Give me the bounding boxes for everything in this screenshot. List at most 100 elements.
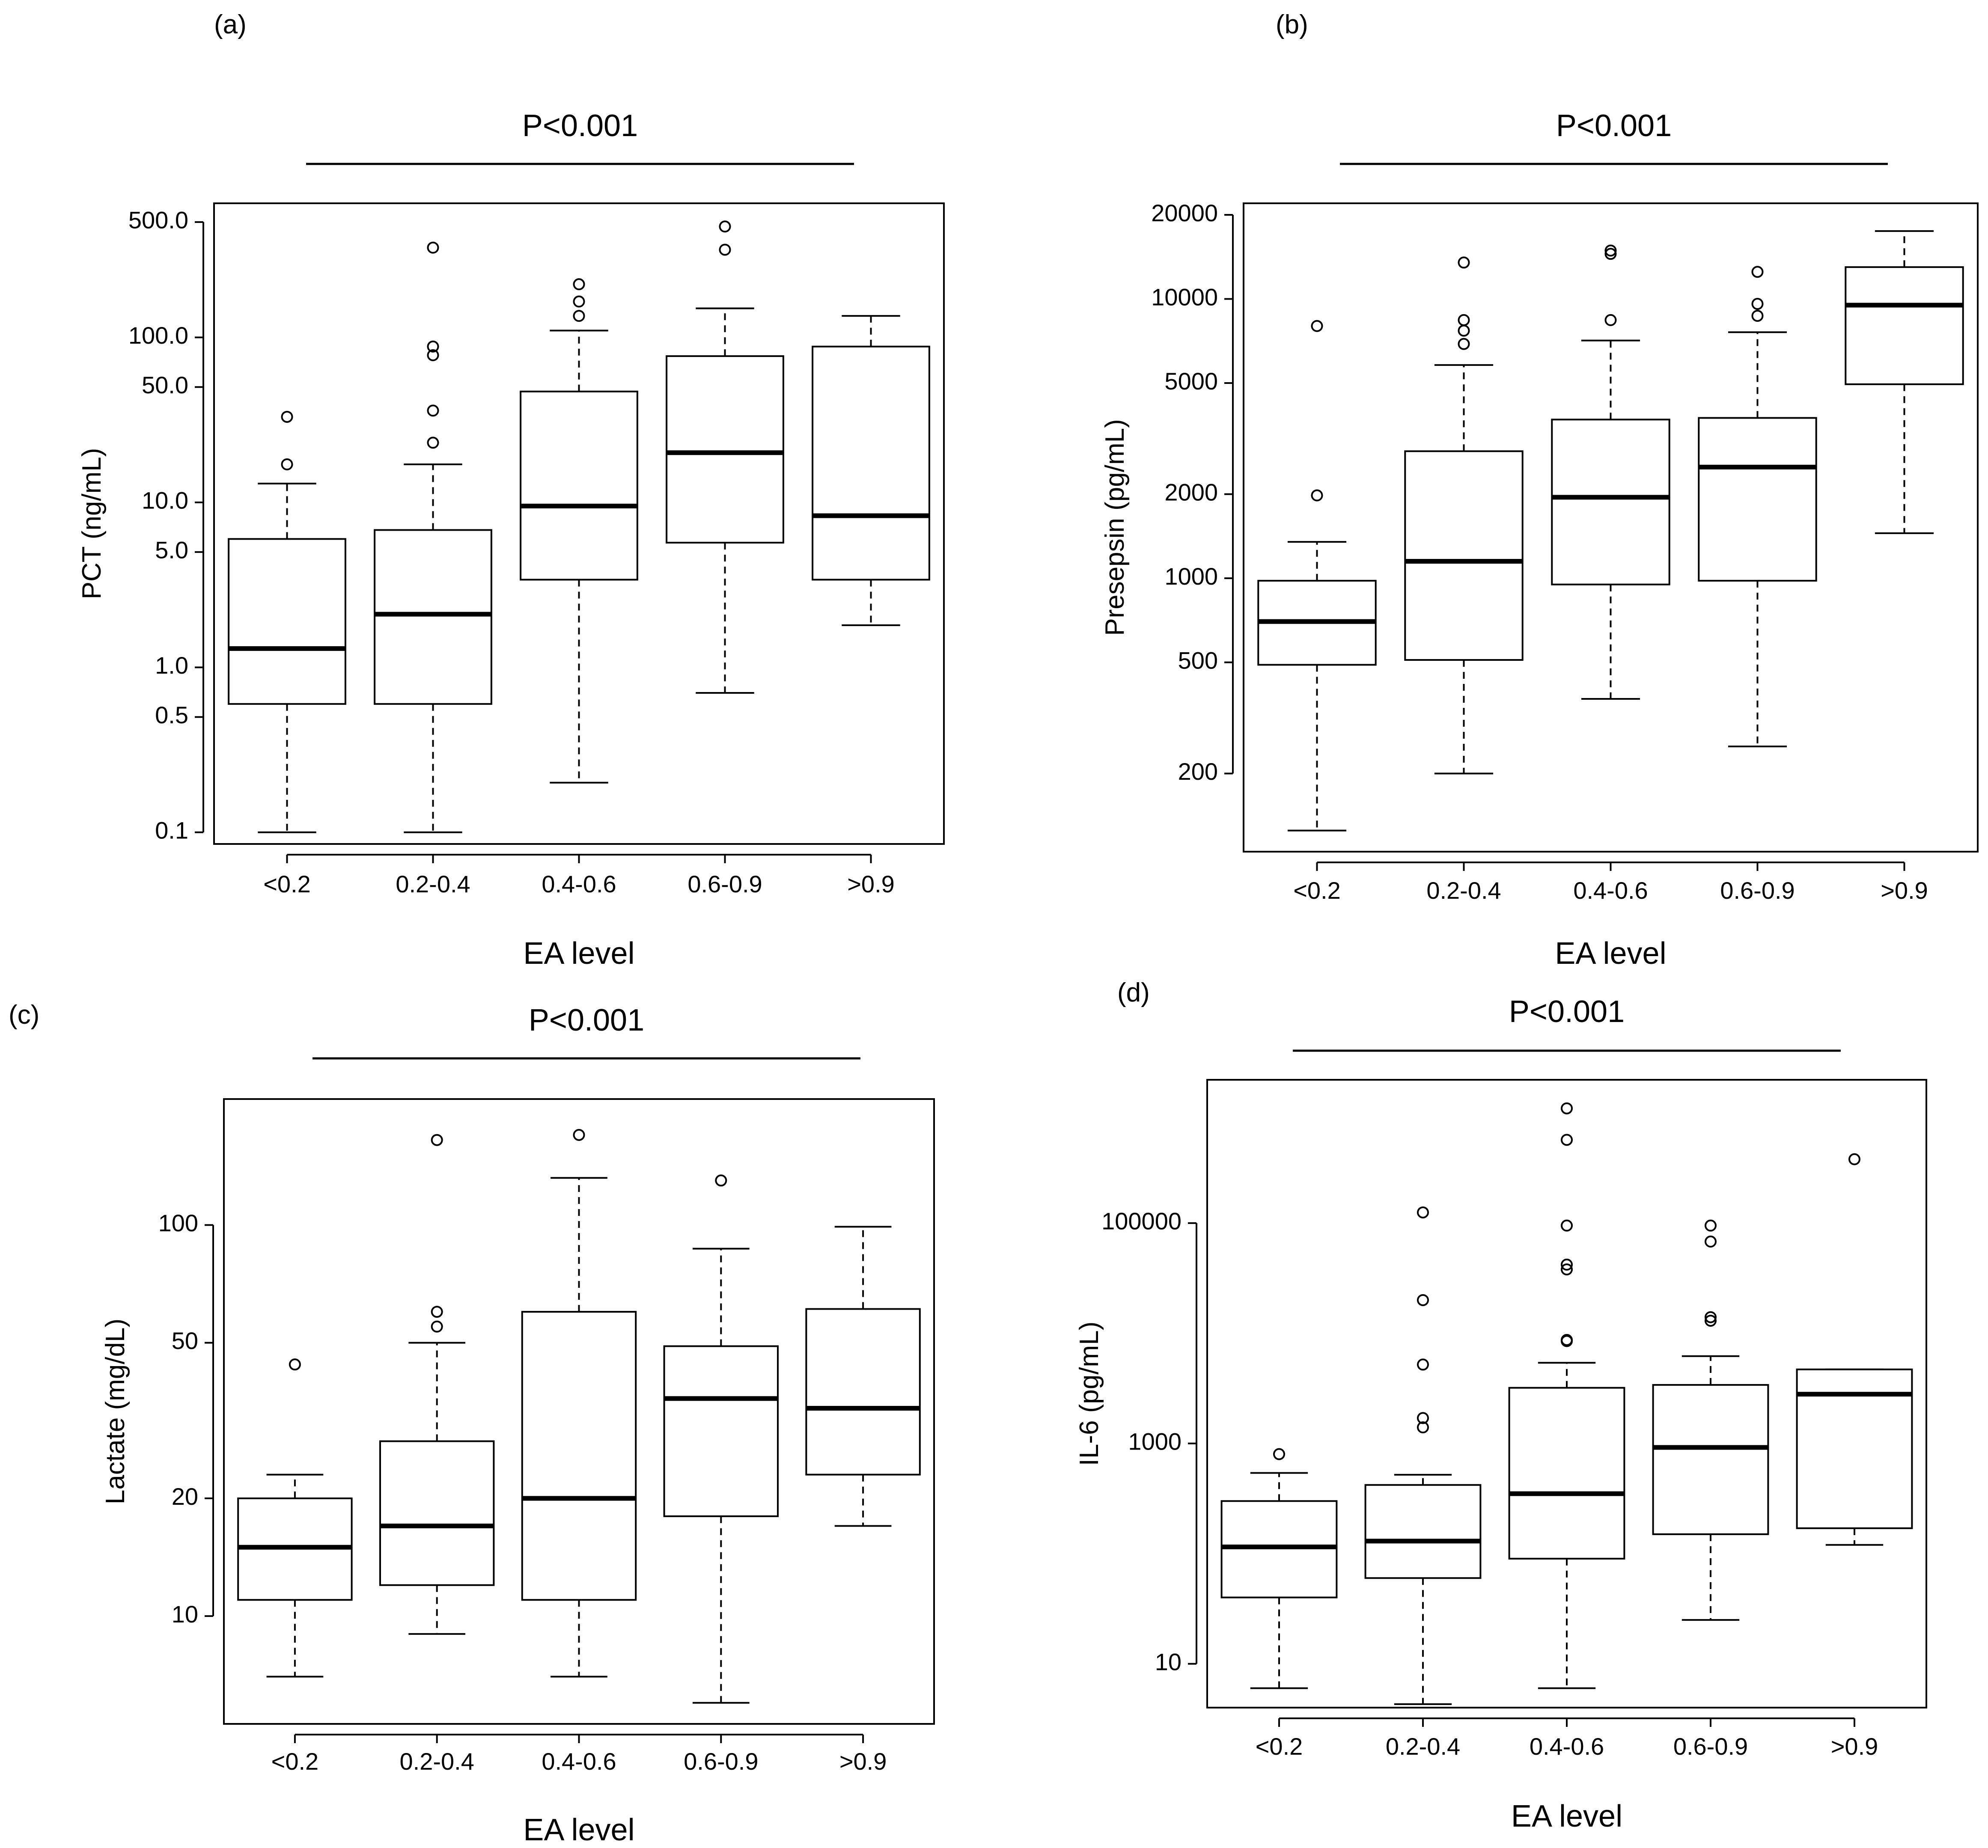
outlier-point — [719, 244, 731, 256]
y-tick-label: 2000 — [1164, 478, 1218, 505]
outlier-point — [1604, 248, 1617, 260]
x-tick-label: >0.9 — [1831, 1733, 1878, 1760]
y-tick-label: 5000 — [1164, 368, 1218, 395]
box-iqr — [805, 1308, 921, 1476]
box-3 — [663, 1174, 779, 1704]
x-tick-label: 0.4-0.6 — [1530, 1733, 1604, 1760]
outlier-point — [1561, 1134, 1573, 1146]
x-axis-title: EA level — [1555, 936, 1666, 971]
outlier-point — [1751, 298, 1764, 310]
outlier-point — [573, 310, 585, 322]
box-3 — [1698, 266, 1817, 748]
box-1 — [1404, 256, 1524, 775]
x-tick-label: 0.2-0.4 — [396, 871, 470, 897]
plot-frame — [213, 202, 945, 845]
outlier-point — [427, 437, 439, 449]
box-iqr — [1698, 417, 1817, 582]
box-iqr — [1551, 419, 1670, 585]
y-tick-label: 100 — [158, 1209, 198, 1236]
outlier-point — [1751, 309, 1764, 322]
y-tick-label: 5.0 — [155, 537, 188, 564]
x-tick-label: 0.6-0.9 — [687, 871, 762, 897]
box-4 — [1845, 230, 1964, 534]
box-4 — [805, 1226, 921, 1527]
box-2 — [520, 278, 638, 784]
outlier-point — [1705, 1314, 1717, 1327]
p-value-label: P<0.001 — [522, 109, 638, 143]
box-1 — [1364, 1206, 1482, 1705]
outlier-point — [1604, 314, 1617, 326]
y-tick-label: 0.5 — [155, 701, 188, 728]
panel-label: (a) — [214, 10, 247, 39]
p-value-label: P<0.001 — [1556, 109, 1672, 143]
x-tick-label: <0.2 — [1256, 1733, 1303, 1760]
box-iqr — [521, 1311, 637, 1601]
panel-label: (c) — [9, 1000, 39, 1030]
outlier-point — [1705, 1311, 1717, 1323]
box-iqr — [663, 1345, 779, 1517]
box-0 — [228, 410, 346, 833]
plot-frame — [223, 1098, 935, 1725]
x-tick-label: >0.9 — [839, 1748, 887, 1775]
outlier-point — [1848, 1153, 1860, 1165]
plot-frame — [1243, 202, 1979, 853]
outlier-point — [431, 1134, 443, 1146]
outlier-point — [1561, 1263, 1573, 1276]
y-tick-label: 10 — [1155, 1648, 1181, 1675]
box-1 — [379, 1134, 495, 1635]
outlier-point — [281, 458, 293, 471]
outlier-point — [1458, 256, 1470, 269]
box-iqr — [379, 1440, 495, 1586]
y-tick-label: 100000 — [1101, 1208, 1181, 1235]
box-iqr — [374, 529, 492, 705]
outlier-point — [1705, 1219, 1717, 1232]
box-iqr — [228, 538, 346, 705]
outlier-point — [1705, 1236, 1717, 1248]
outlier-point — [573, 278, 585, 291]
x-axis-title: EA level — [1511, 1799, 1622, 1833]
outlier-point — [427, 241, 439, 254]
y-tick-label: 20 — [172, 1483, 198, 1510]
box-2 — [1551, 244, 1670, 700]
x-tick-label: >0.9 — [847, 871, 895, 897]
box-2 — [521, 1129, 637, 1678]
outlier-point — [281, 410, 293, 423]
x-tick-label: 0.4-0.6 — [542, 1748, 616, 1775]
y-tick-label: 100.0 — [128, 322, 188, 349]
box-4 — [1796, 1153, 1913, 1546]
x-tick-label: <0.2 — [263, 871, 311, 897]
x-tick-label: 0.2-0.4 — [400, 1748, 474, 1775]
box-4 — [812, 315, 930, 626]
y-tick-label: 10000 — [1151, 283, 1218, 310]
outlier-point — [1417, 1358, 1429, 1371]
outlier-point — [289, 1358, 301, 1371]
x-tick-label: <0.2 — [271, 1748, 319, 1775]
box-iqr — [520, 390, 638, 581]
outlier-point — [573, 1129, 585, 1141]
y-axis-title: IL-6 (pg/mL) — [1074, 1322, 1104, 1466]
y-tick-label: 1.0 — [155, 652, 188, 679]
outlier-point — [715, 1174, 727, 1187]
box-3 — [666, 220, 784, 694]
outlier-point — [1311, 320, 1323, 332]
outlier-point — [431, 1306, 443, 1318]
outlier-point — [1458, 338, 1470, 350]
y-tick-label: 500.0 — [128, 207, 188, 234]
outlier-point — [427, 404, 439, 417]
box-0 — [237, 1358, 353, 1678]
x-tick-label: 0.2-0.4 — [1426, 877, 1501, 904]
panel-2: (c) P<0.001 10 20 50 100 <0.2 0.2-0.4 0.4-0.6 0.6… — [9, 1000, 935, 1847]
box-iqr — [666, 355, 784, 544]
box-iqr — [1404, 450, 1524, 661]
outlier-point — [1561, 1334, 1573, 1346]
outlier-point — [1417, 1412, 1429, 1424]
x-tick-label: <0.2 — [1293, 877, 1341, 904]
y-tick-label: 1000 — [1128, 1428, 1181, 1455]
panel-3: (d) P<0.001 10 1000 100000 <0.2 0.2-0.4 0.4-0.6… — [1074, 978, 1927, 1833]
y-tick-label: 0.1 — [155, 817, 188, 844]
y-tick-label: 200 — [1178, 758, 1218, 785]
outlier-point — [427, 349, 439, 361]
box-iqr — [812, 345, 930, 581]
y-tick-label: 500 — [1178, 647, 1218, 674]
outlier-point — [1458, 314, 1470, 326]
